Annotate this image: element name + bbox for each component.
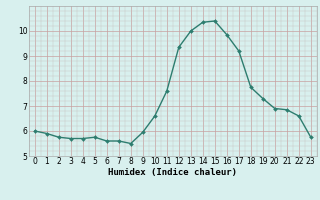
- X-axis label: Humidex (Indice chaleur): Humidex (Indice chaleur): [108, 168, 237, 177]
